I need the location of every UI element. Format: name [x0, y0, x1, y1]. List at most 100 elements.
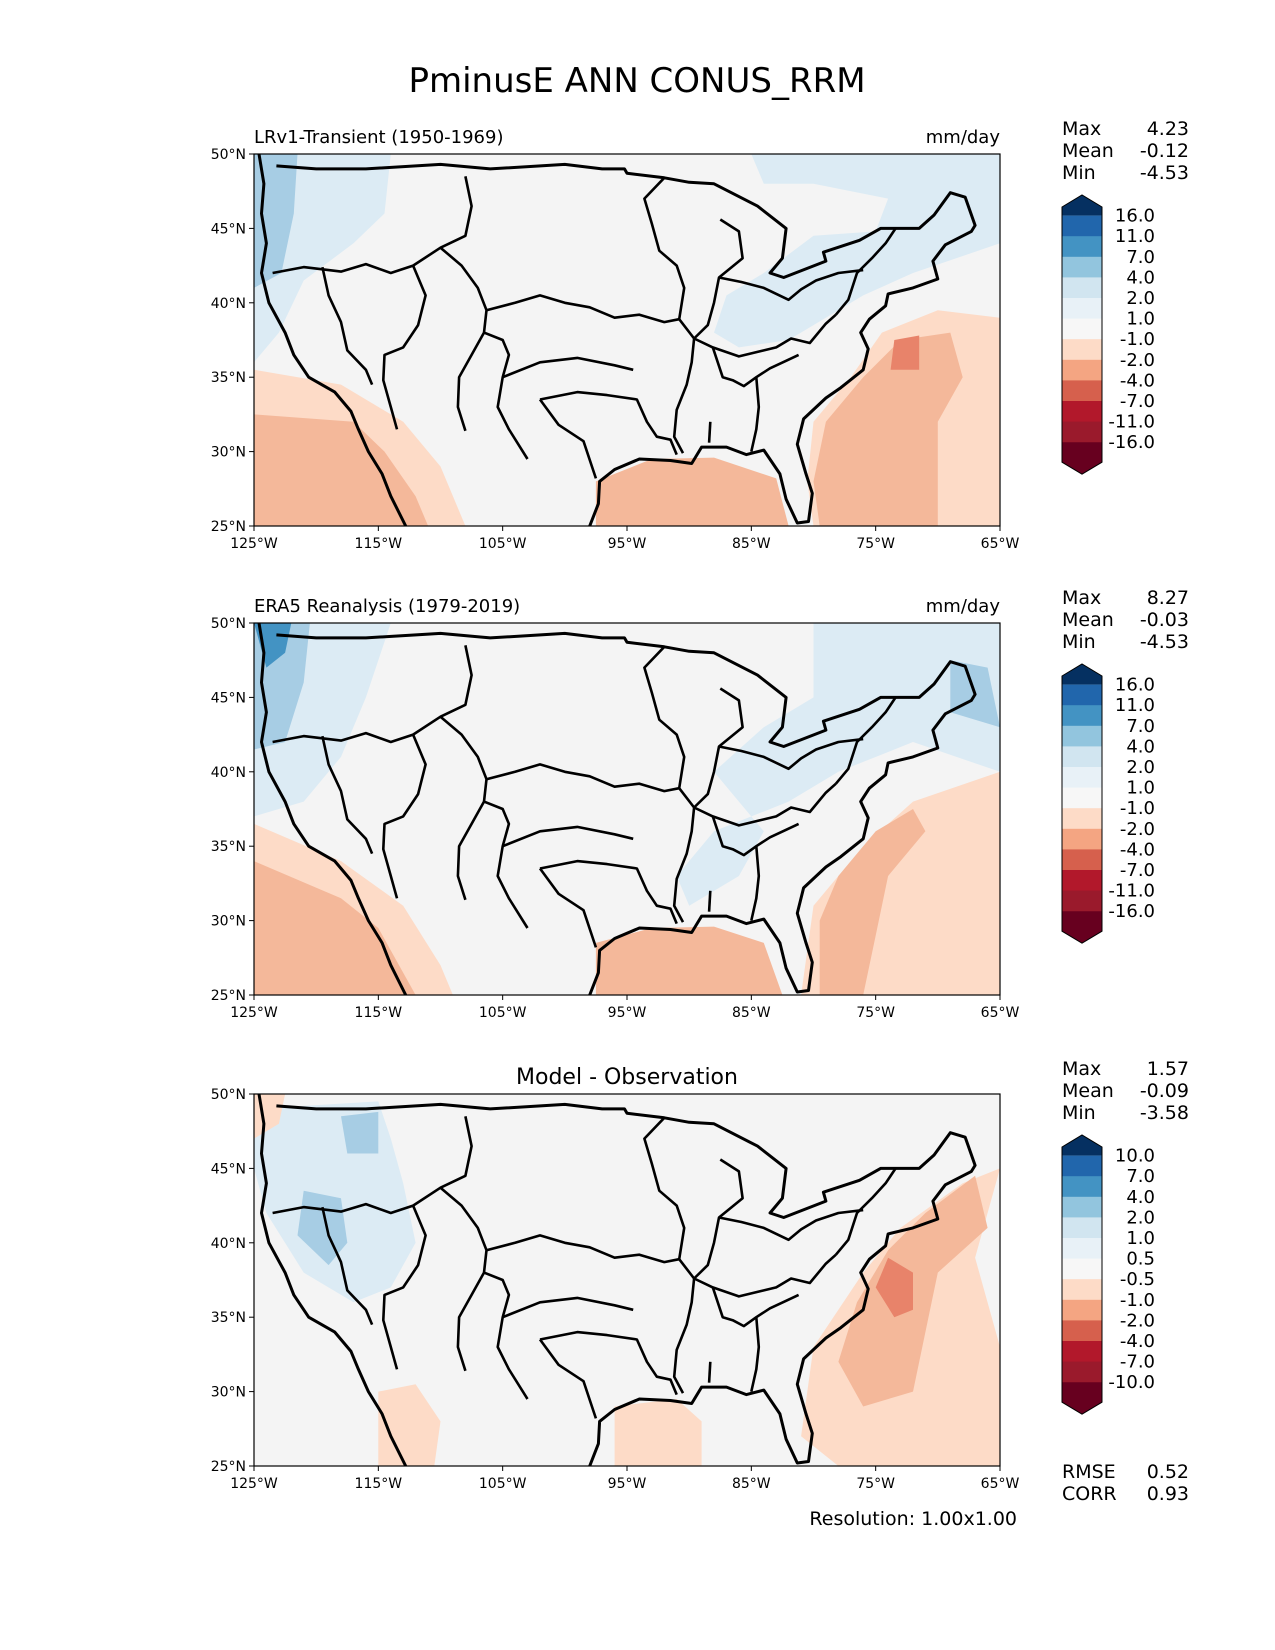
lat-tick-label: 45°N: [211, 690, 246, 706]
lon-tick-label: 115°W: [355, 536, 403, 552]
colorbar-level-label: 4.0: [1126, 1187, 1155, 1208]
contour-field: [254, 1094, 1000, 1466]
colorbar-level-label: 16.0: [1115, 675, 1155, 696]
colorbar-segment: [1062, 1299, 1102, 1321]
lon-tick-label: 125°W: [230, 1005, 278, 1021]
colorbar-segment: [1062, 256, 1102, 278]
colorbar-segment: [1062, 1341, 1102, 1363]
basin-boundary: [693, 1253, 837, 1298]
lon-tick-label: 85°W: [732, 1476, 771, 1492]
colorbar-level-label: 2.0: [1126, 288, 1155, 309]
lat-tick-label: 35°N: [211, 839, 246, 855]
colorbar-level-label: 2.0: [1126, 757, 1155, 778]
colorbar-outline: [1061, 663, 1103, 944]
stat-value: -0.12: [1140, 140, 1189, 162]
colorbar-segment: [1062, 684, 1102, 706]
basin-boundary: [538, 398, 598, 479]
lon-tick-label: 85°W: [732, 1005, 771, 1021]
colorbar-segment: [1062, 1279, 1102, 1301]
stat-value: 1.57: [1147, 1058, 1189, 1080]
lon-tick-label: 65°W: [981, 536, 1020, 552]
stat-label: Min: [1062, 631, 1096, 653]
basin-boundary: [750, 846, 761, 921]
basin-boundary: [272, 262, 414, 275]
colorbar-segment: [1062, 318, 1102, 340]
colorbar-level-label: 7.0: [1126, 1166, 1155, 1187]
basin-boundary: [643, 176, 686, 320]
contour-region: [595, 926, 783, 995]
basin-boundary: [272, 731, 414, 744]
lat-tick-label: 45°N: [211, 221, 246, 237]
lon-tick-label: 75°W: [856, 1005, 895, 1021]
colorbar: 10.07.04.02.01.00.5-0.5-1.0-2.0-4.0-7.0-…: [1061, 1134, 1155, 1415]
corr-value: 0.93: [1147, 1483, 1189, 1505]
colorbar-segment: [1062, 725, 1102, 747]
basin-boundary: [707, 421, 712, 443]
colorbar-segment: [1062, 421, 1102, 443]
lat-tick-label: 35°N: [211, 1310, 246, 1326]
colorbar-segment: [1062, 1196, 1102, 1218]
contour-region: [875, 1257, 913, 1318]
border-west: [257, 623, 408, 995]
stat-label: Mean: [1062, 1080, 1114, 1102]
basin-boundary: [486, 763, 680, 793]
lon-tick-label: 125°W: [230, 536, 278, 552]
lat-tick-label: 40°N: [211, 296, 246, 312]
basin-boundary: [321, 735, 374, 855]
basin-boundary: [539, 1330, 678, 1396]
stat-value: -0.09: [1140, 1080, 1189, 1102]
colorbar-extend-top: [1062, 1135, 1102, 1156]
contour-region: [254, 861, 416, 995]
colorbar-segment: [1062, 359, 1102, 381]
basin-boundary: [486, 294, 680, 324]
basin-boundary: [486, 1234, 680, 1264]
colorbar-segment: [1062, 787, 1102, 809]
colorbar-segment: [1062, 746, 1102, 768]
contour-field: [254, 623, 1000, 995]
colorbar-segment: [1062, 1361, 1102, 1383]
lon-tick-label: 95°W: [608, 536, 647, 552]
basin-boundary: [272, 1202, 414, 1215]
contour-region: [819, 809, 926, 995]
colorbar-extend-top: [1062, 664, 1102, 685]
colorbar-level-label: -16.0: [1108, 432, 1155, 453]
basin-boundary: [412, 1116, 473, 1207]
contour-region: [676, 623, 1000, 906]
basin-boundary: [321, 266, 374, 386]
stat-value: -4.53: [1140, 162, 1189, 184]
colorbar-level-label: 0.5: [1126, 1249, 1155, 1270]
border-west: [257, 154, 408, 526]
colorbar-level-label: -7.0: [1120, 1352, 1155, 1373]
basin-boundary: [834, 227, 897, 316]
colorbar-segment: [1062, 1238, 1102, 1260]
basin-boundary: [834, 696, 897, 785]
colorbar-level-label: 11.0: [1115, 695, 1155, 716]
lat-tick-label: 25°N: [211, 988, 246, 1004]
colorbar-extend-bottom: [1062, 1382, 1102, 1415]
basin-boundary: [502, 356, 634, 379]
colorbar-level-label: 1.0: [1126, 778, 1155, 799]
colorbar-segment: [1062, 1258, 1102, 1280]
colorbar-level-label: -7.0: [1120, 391, 1155, 412]
basin-boundary: [711, 815, 800, 857]
colorbar-level-label: 1.0: [1126, 1228, 1155, 1249]
basin-boundary: [382, 734, 427, 899]
basin-boundary: [538, 867, 598, 948]
lat-tick-label: 30°N: [211, 1385, 246, 1401]
basin-boundary: [539, 390, 678, 456]
basin-boundary: [718, 737, 864, 771]
basin-boundary: [321, 1206, 374, 1326]
lat-tick-label: 40°N: [211, 765, 246, 781]
corr-label: CORR: [1062, 1483, 1117, 1505]
stat-label: Mean: [1062, 609, 1114, 631]
colorbar-level-label: -7.0: [1120, 860, 1155, 881]
stat-value: 4.23: [1147, 118, 1189, 140]
colorbar-level-label: -10.0: [1108, 1372, 1155, 1393]
basin-boundary: [382, 1205, 427, 1370]
border-conus: [276, 631, 977, 995]
basin-boundary: [502, 825, 634, 848]
colorbar-outline: [1061, 194, 1103, 475]
